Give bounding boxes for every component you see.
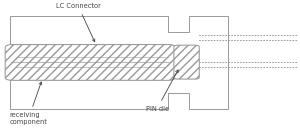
FancyBboxPatch shape [174, 45, 199, 79]
Text: LC Connector: LC Connector [56, 3, 101, 42]
FancyBboxPatch shape [5, 45, 175, 80]
Text: PIN die: PIN die [146, 70, 178, 112]
Text: receiving
component: receiving component [10, 82, 47, 125]
